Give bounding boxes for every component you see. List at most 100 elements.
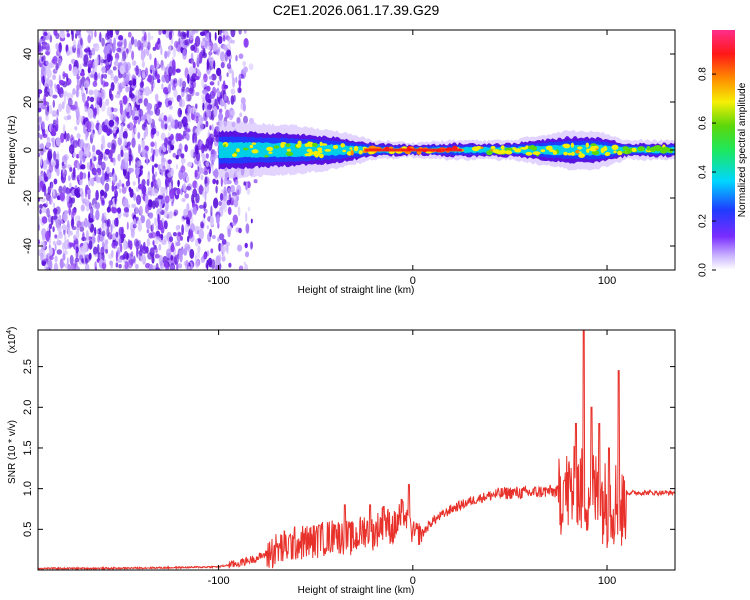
noise-speckle [86,121,92,130]
noise-speckle [95,176,101,184]
noise-speckle [73,66,79,76]
noise-speckle [84,263,90,270]
noise-speckle [63,90,68,97]
noise-speckle [105,98,110,106]
signal-blob [562,143,568,148]
noise-speckle [119,104,123,115]
noise-speckle [230,110,236,116]
noise-speckle [90,177,95,187]
noise-speckle [97,243,100,255]
noise-speckle [195,103,198,109]
noise-speckle [45,176,49,182]
noise-speckle [173,89,178,98]
signal-blob [669,148,673,154]
noise-speckle [39,208,42,215]
noise-speckle [151,255,155,264]
noise-speckle [226,199,231,206]
noise-speckle [54,234,58,239]
noise-speckle [67,114,72,120]
noise-speckle [72,39,77,49]
noise-speckle [175,225,179,231]
noise-speckle [227,228,231,238]
noise-speckle [47,62,52,71]
noise-speckle [100,246,105,256]
signal-blob [312,142,318,147]
noise-speckle [182,80,187,89]
noise-speckle [195,115,199,124]
noise-speckle [169,182,172,190]
noise-speckle [38,132,41,138]
noise-speckle [202,190,205,198]
noise-speckle [184,193,189,199]
signal-blob [563,151,568,156]
noise-speckle [52,122,56,128]
noise-speckle [45,142,51,149]
noise-speckle [81,258,84,263]
noise-speckle [164,50,168,60]
noise-speckle [156,178,162,189]
noise-speckle [194,35,201,47]
noise-speckle [101,212,105,224]
noise-speckle [81,236,87,242]
noise-speckle [72,140,79,148]
noise-speckle [231,221,237,226]
noise-speckle [197,166,200,172]
noise-speckle [230,30,236,38]
noise-speckle [190,44,196,52]
noise-speckle [66,194,70,203]
noise-speckle [154,141,157,149]
noise-speckle [104,175,110,183]
noise-speckle [42,75,45,86]
noise-speckle [245,211,248,223]
noise-speckle [233,199,239,208]
noise-speckle [133,116,139,121]
noise-speckle [129,240,133,250]
noise-speckle [83,149,87,158]
noise-speckle [134,38,138,48]
noise-speckle [175,154,179,160]
x-tick-label: 0 [410,275,416,287]
noise-speckle [227,36,232,44]
noise-speckle [49,86,53,97]
noise-speckle [94,71,98,81]
noise-speckle [126,221,129,230]
noise-speckle [154,43,159,49]
signal-blob [490,145,496,150]
signal-blob [280,142,285,148]
noise-speckle [42,36,46,43]
noise-speckle [160,132,166,141]
signal-blob [637,146,645,152]
y-tick-label: -40 [22,238,34,254]
noise-speckle [201,78,205,88]
noise-speckle [198,204,204,209]
noise-speckle [168,163,171,172]
noise-speckle [127,257,133,269]
noise-speckle [233,94,236,103]
noise-speckle [128,42,132,53]
noise-speckle [195,259,200,269]
signal-blob [540,149,546,153]
noise-speckle [212,42,218,52]
noise-speckle [156,73,160,80]
signal-blob [358,150,363,155]
signal-blob [308,141,314,148]
noise-speckle [182,49,187,60]
noise-speckle [43,258,49,263]
noise-speckle [137,183,143,190]
noise-speckle [103,81,109,87]
signal-blob [264,155,269,158]
signal-blob [578,151,582,154]
noise-speckle [58,42,62,53]
noise-speckle [219,193,224,201]
noise-speckle [127,141,131,147]
noise-speckle [229,185,235,191]
signal-blob [251,142,257,145]
noise-speckle [110,260,113,269]
noise-speckle [244,251,250,258]
noise-speckle [141,60,145,68]
noise-speckle [58,79,65,85]
snr-panel: -100 0 100 0.5 1.0 1.5 2.0 2.5 Height of strai… [6,327,676,596]
noise-speckle [184,144,188,153]
signal-blob [531,146,537,151]
x-tick-label: 0 [410,575,416,587]
